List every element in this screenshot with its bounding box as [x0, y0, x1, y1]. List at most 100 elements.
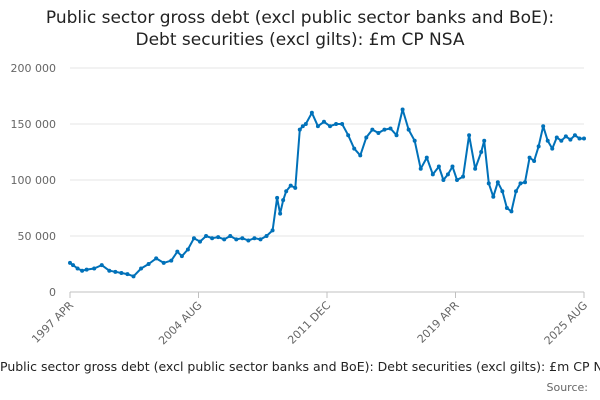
- data-point[interactable]: [388, 126, 393, 131]
- data-point[interactable]: [513, 189, 518, 194]
- data-point[interactable]: [288, 183, 293, 188]
- data-point[interactable]: [99, 263, 104, 268]
- data-point[interactable]: [161, 260, 166, 265]
- data-point[interactable]: [284, 189, 289, 194]
- data-point[interactable]: [240, 236, 245, 241]
- data-point[interactable]: [394, 133, 399, 138]
- data-point[interactable]: [210, 236, 215, 241]
- data-point[interactable]: [252, 236, 257, 241]
- data-point[interactable]: [275, 195, 280, 200]
- data-point[interactable]: [554, 135, 559, 140]
- data-point[interactable]: [71, 263, 76, 268]
- data-point[interactable]: [418, 166, 423, 171]
- data-point[interactable]: [346, 133, 351, 138]
- data-point[interactable]: [445, 172, 450, 177]
- data-point[interactable]: [495, 180, 500, 185]
- data-point[interactable]: [131, 274, 136, 279]
- data-point[interactable]: [582, 136, 586, 141]
- data-point[interactable]: [572, 133, 577, 138]
- x-tick-label: 1997 APR: [29, 299, 76, 346]
- data-point[interactable]: [222, 237, 227, 242]
- data-point[interactable]: [486, 181, 491, 186]
- data-point[interactable]: [264, 234, 269, 238]
- data-point[interactable]: [175, 249, 180, 254]
- y-tick-label: 0: [49, 286, 56, 299]
- data-point[interactable]: [300, 124, 305, 129]
- data-point[interactable]: [154, 256, 159, 261]
- data-point[interactable]: [191, 236, 196, 241]
- data-point[interactable]: [139, 266, 144, 271]
- data-point[interactable]: [467, 133, 472, 138]
- data-point[interactable]: [303, 122, 308, 126]
- data-point[interactable]: [204, 234, 209, 238]
- data-point[interactable]: [461, 174, 466, 179]
- data-point[interactable]: [500, 189, 505, 194]
- data-point[interactable]: [75, 266, 80, 271]
- data-point[interactable]: [364, 135, 369, 140]
- data-point[interactable]: [281, 198, 286, 203]
- data-point[interactable]: [568, 137, 573, 142]
- data-point[interactable]: [430, 172, 435, 177]
- data-point[interactable]: [509, 209, 514, 214]
- data-point[interactable]: [309, 110, 314, 115]
- data-point[interactable]: [169, 258, 174, 263]
- data-point[interactable]: [532, 158, 537, 163]
- data-point[interactable]: [473, 166, 478, 171]
- data-point[interactable]: [246, 238, 251, 243]
- data-point[interactable]: [382, 127, 387, 132]
- data-point[interactable]: [455, 178, 460, 182]
- data-point[interactable]: [321, 119, 326, 124]
- data-point[interactable]: [198, 239, 203, 244]
- data-point[interactable]: [412, 138, 417, 143]
- data-point[interactable]: [479, 150, 484, 154]
- data-point[interactable]: [334, 122, 339, 126]
- data-point[interactable]: [358, 153, 363, 158]
- x-tick-label: 2019 APR: [415, 299, 462, 346]
- data-point[interactable]: [563, 134, 568, 139]
- data-point[interactable]: [376, 130, 381, 135]
- data-point[interactable]: [315, 124, 320, 129]
- data-point[interactable]: [370, 127, 375, 132]
- data-point[interactable]: [234, 237, 239, 242]
- data-point[interactable]: [107, 268, 112, 273]
- data-point[interactable]: [328, 124, 333, 129]
- data-point[interactable]: [270, 228, 275, 233]
- data-point[interactable]: [352, 146, 357, 151]
- data-point[interactable]: [119, 270, 124, 275]
- data-point[interactable]: [80, 268, 85, 273]
- data-point[interactable]: [216, 235, 221, 240]
- data-point[interactable]: [441, 178, 446, 182]
- data-point[interactable]: [293, 185, 298, 190]
- data-point[interactable]: [450, 164, 455, 169]
- data-point[interactable]: [258, 237, 263, 242]
- data-point[interactable]: [541, 124, 546, 129]
- data-point[interactable]: [406, 127, 411, 132]
- data-point[interactable]: [518, 181, 523, 186]
- data-point[interactable]: [113, 269, 118, 274]
- data-point[interactable]: [340, 122, 345, 126]
- data-point[interactable]: [179, 254, 184, 259]
- data-point[interactable]: [545, 138, 550, 143]
- data-point[interactable]: [84, 267, 89, 272]
- data-point[interactable]: [577, 136, 582, 141]
- data-point[interactable]: [297, 127, 302, 132]
- data-point[interactable]: [278, 211, 283, 216]
- data-point[interactable]: [92, 266, 97, 271]
- data-point[interactable]: [491, 194, 496, 199]
- data-point[interactable]: [146, 262, 151, 266]
- data-point[interactable]: [400, 107, 405, 112]
- data-point[interactable]: [482, 138, 487, 143]
- data-point[interactable]: [436, 164, 441, 169]
- data-point[interactable]: [125, 272, 130, 277]
- data-point[interactable]: [527, 155, 532, 160]
- data-point[interactable]: [228, 234, 233, 238]
- data-point[interactable]: [68, 260, 72, 265]
- data-point[interactable]: [523, 180, 528, 185]
- data-point[interactable]: [185, 247, 190, 252]
- data-point[interactable]: [424, 155, 429, 160]
- data-point[interactable]: [504, 206, 509, 210]
- data-point[interactable]: [536, 144, 541, 149]
- data-point[interactable]: [550, 146, 555, 151]
- data-point[interactable]: [559, 138, 564, 143]
